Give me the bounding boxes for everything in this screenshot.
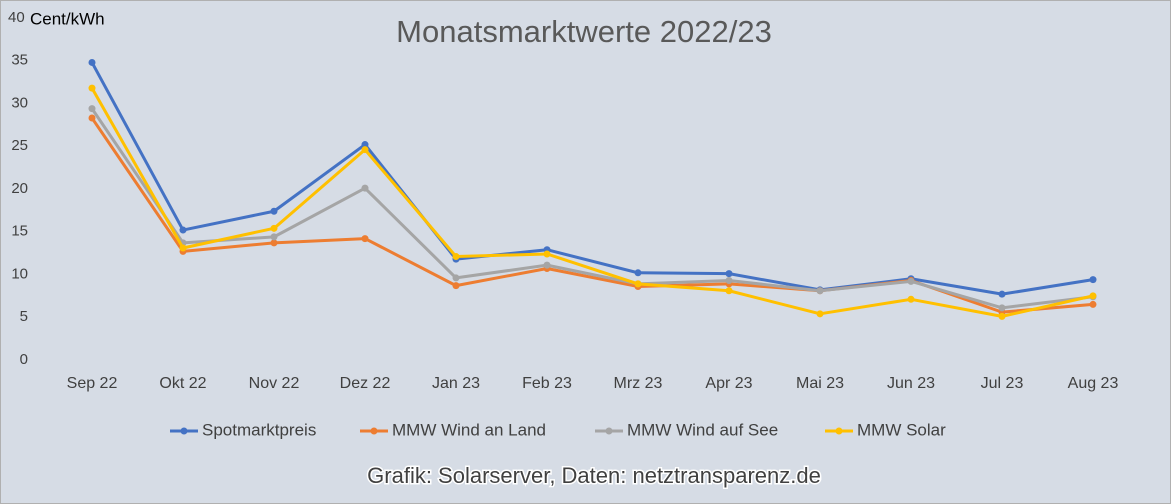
data-point [634,269,642,277]
data-point [543,250,551,258]
data-point [725,270,733,278]
data-point [452,253,460,261]
data-point [1089,300,1097,308]
y-tick-label: 15 [11,223,28,240]
data-point [179,226,187,234]
x-tick-label: Okt 22 [159,375,206,392]
data-point [361,141,369,149]
data-point [1089,292,1097,300]
data-point [634,280,642,288]
x-tick-label: Aug 23 [1068,375,1119,392]
data-point [88,84,96,92]
x-tick-label: Dez 22 [340,375,391,392]
data-point [361,184,369,192]
data-point [361,146,369,154]
legend-marker [370,427,378,435]
y-tick-label: 5 [20,308,28,325]
data-point [88,58,96,66]
data-point [1089,276,1097,284]
y-tick-label: 35 [11,52,28,69]
source: Grafik: Solarserver, Daten: netztranspar… [367,463,821,488]
data-point [998,312,1006,320]
y-tick-label: 0 [20,351,28,368]
legend-label: MMW Wind auf See [627,420,778,439]
data-point [452,274,460,282]
legend-label: MMW Solar [857,420,946,439]
x-tick-label: Feb 23 [522,375,572,392]
y-tick-label: 20 [11,180,28,197]
y-tick-label: 10 [11,265,28,282]
y-axis-label: Cent/kWh [30,9,105,28]
data-point [452,282,460,290]
series-line [90,61,1094,296]
series-line [90,107,1094,310]
data-point [907,277,915,285]
chart-title: Monatsmarktwerte 2022/23 [396,14,772,49]
data-point [816,310,824,318]
data-point [907,295,915,303]
data-point [88,114,96,122]
data-point [543,261,551,269]
data-point [725,276,733,284]
data-point [361,235,369,243]
data-point [270,233,278,241]
y-tick-label: 25 [11,137,28,154]
y-tick-label: 30 [11,94,28,111]
data-point [725,287,733,295]
series-line [90,87,1094,318]
legend-label: MMW Wind an Land [392,420,546,439]
data-point [270,224,278,232]
x-tick-label: Jun 23 [887,375,935,392]
x-tick-label: Jul 23 [981,375,1024,392]
data-point [998,290,1006,298]
legend-marker [835,427,843,435]
data-point [179,244,187,252]
x-tick-label: Apr 23 [705,375,752,392]
x-tick-label: Nov 22 [249,375,300,392]
data-point [270,239,278,247]
data-point [816,287,824,295]
x-tick-label: Mai 23 [796,375,844,392]
legend-label: Spotmarktpreis [202,420,316,439]
x-tick-label: Jan 23 [432,375,480,392]
data-point [998,304,1006,312]
x-tick-label: Mrz 23 [614,375,663,392]
data-point [270,207,278,215]
data-point [88,105,96,113]
y-tick-label: 40 [8,9,25,26]
legend-marker [180,427,188,435]
legend-marker [605,427,613,435]
x-tick-label: Sep 22 [67,375,118,392]
